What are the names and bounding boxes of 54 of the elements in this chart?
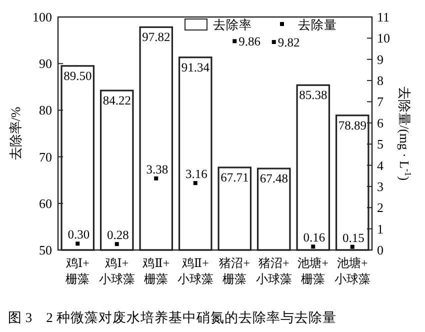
data-label: 0.30 xyxy=(68,228,90,242)
data-label: 84.22 xyxy=(102,94,131,108)
y-tick-label: 60 xyxy=(39,196,52,211)
y2-tick-label: 9 xyxy=(377,52,384,67)
y-tick-label: 80 xyxy=(39,102,52,118)
y2-tick-label: 5 xyxy=(377,136,384,152)
y2-tick-label: 4 xyxy=(377,158,384,173)
point xyxy=(76,242,80,246)
x-tick-label: 池塘+ 栅藻 xyxy=(298,256,329,286)
data-label: 0.28 xyxy=(106,228,129,242)
y-tick-label: 90 xyxy=(39,56,52,72)
y2-tick-label: 6 xyxy=(377,115,384,130)
x-tick-label: 池塘+ 小球藻 xyxy=(334,256,370,286)
y2-tick-label: 10 xyxy=(377,30,390,46)
data-label: 67.71 xyxy=(220,170,249,184)
data-label: 3.16 xyxy=(185,167,208,182)
point xyxy=(193,181,198,186)
x-tick-label: 鸡Ⅱ+ 栅藻 xyxy=(142,256,170,286)
x-tick-label: 鸡Ⅱ+ 小球藻 xyxy=(177,256,214,286)
y-tick-label: 50 xyxy=(39,242,52,258)
data-label: 89.50 xyxy=(64,68,92,83)
point xyxy=(114,242,119,246)
data-label: 9.86 xyxy=(238,34,260,49)
data-label: 67.48 xyxy=(260,172,288,186)
data-label: 9.82 xyxy=(278,35,300,50)
data-label: 97.82 xyxy=(142,30,170,44)
data-label: 85.38 xyxy=(299,88,328,102)
y2-tick-label: 0 xyxy=(377,242,384,258)
caption: 图 3 2 种微藻对废水培养基中硝氮的去除率与去除量 xyxy=(8,310,336,325)
data-label: 3.38 xyxy=(146,162,168,176)
x-tick-label: 鸡Ⅰ+ 栅藻 xyxy=(64,256,90,286)
data-label: 0.15 xyxy=(342,230,364,245)
y2-tick-label: 2 xyxy=(377,200,384,216)
y-tick-label: 70 xyxy=(39,149,52,164)
y2-tick-label: 1 xyxy=(377,221,384,236)
data-label: 91.34 xyxy=(181,60,210,74)
y-axis-title: 去除率/% xyxy=(8,106,23,160)
data-label: 78.89 xyxy=(338,118,366,132)
y2-tick-label: 3 xyxy=(377,178,384,194)
x-tick-label: 鸡Ⅰ+ 小球藻 xyxy=(98,256,135,286)
point xyxy=(154,176,158,180)
x-tick-label: 猪沼+ 小球藻 xyxy=(256,256,292,286)
legend-label: 去除量 xyxy=(298,18,337,32)
y2-tick-label: 11 xyxy=(377,10,390,24)
point xyxy=(232,39,237,44)
x-tick-label: 猪沼+ 栅藻 xyxy=(219,256,250,286)
point xyxy=(311,244,316,249)
point xyxy=(272,40,276,44)
legend-label: 去除率 xyxy=(213,17,252,32)
y2-tick-label: 8 xyxy=(377,73,384,88)
y-tick-label: 100 xyxy=(32,10,52,24)
y2-tick-label: 7 xyxy=(377,94,384,110)
data-label: 0.16 xyxy=(303,230,326,245)
point xyxy=(350,244,354,249)
